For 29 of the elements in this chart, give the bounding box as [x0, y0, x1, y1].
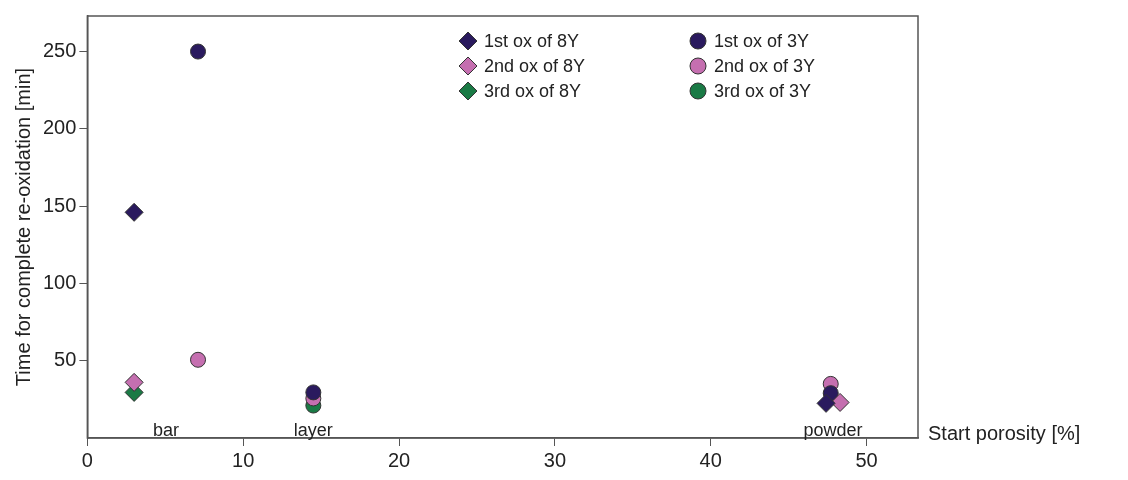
y-tick-label: 200	[42, 116, 77, 139]
legend-label: 3rd ox of 3Y	[714, 80, 812, 101]
legend-label: 1st ox of 3Y	[714, 30, 810, 51]
legend-label: 1st ox of 8Y	[484, 30, 580, 51]
point	[190, 43, 207, 60]
x-tick-label: 50	[855, 448, 878, 471]
legend-label: 3rd ox of 8Y	[484, 80, 582, 101]
point	[124, 372, 144, 392]
y-tick-label: 250	[42, 39, 77, 62]
point	[190, 351, 207, 368]
annotation: powder	[803, 420, 863, 440]
annotation: layer	[293, 420, 333, 440]
x-tick-label: 30	[543, 448, 567, 471]
legend-label: 2nd ox of 8Y	[484, 55, 586, 76]
point	[305, 384, 322, 401]
y-tick-label: 100	[42, 270, 77, 293]
x-tick-label: 40	[699, 448, 722, 471]
point	[830, 392, 850, 412]
point	[124, 202, 144, 222]
legend-label: 2nd ox of 3Y	[714, 55, 816, 76]
x-tick-label: 0	[81, 448, 93, 471]
x-axis-title: Start porosity [%]	[928, 421, 1081, 444]
y-tick-label: 50	[54, 348, 77, 371]
point	[816, 393, 836, 413]
annotation: bar	[153, 420, 180, 440]
x-tick-label: 10	[232, 448, 255, 471]
y-tick-label: 150	[42, 193, 77, 216]
x-tick-label: 20	[387, 448, 411, 471]
y-axis-title: Time for complete re-oxidation [min]	[11, 67, 34, 387]
